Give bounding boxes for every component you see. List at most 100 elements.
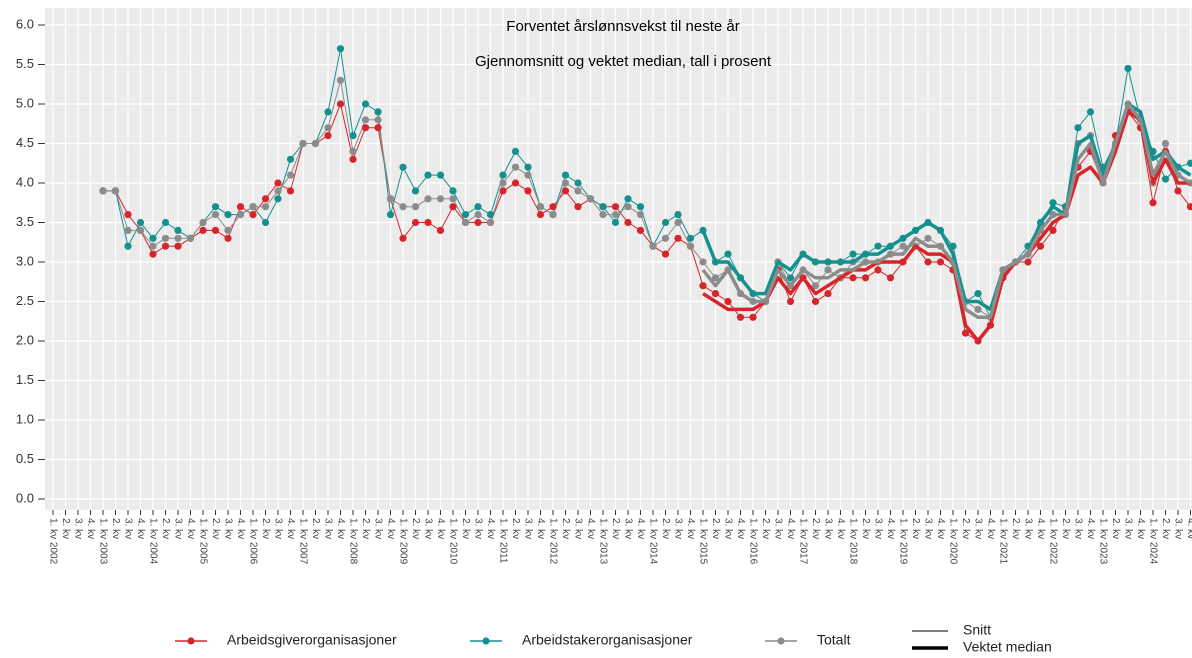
point [424,171,432,179]
point [599,211,607,219]
point [261,218,270,227]
x-tick-label: 4. kv [785,518,796,539]
x-tick-label: 4. kv [485,518,496,539]
point [324,132,332,140]
point [474,203,482,211]
y-tick-label: 6.0 [16,16,34,31]
x-tick-label: 4. kv [185,518,196,539]
x-tick-label: 2. kv [910,518,921,539]
point [249,211,257,219]
y-tick-label: 0.5 [16,451,34,466]
point [511,163,520,171]
point [861,274,870,282]
x-tick-label: 2. kv [1060,518,1071,539]
y-tick-label: 5.0 [16,95,34,110]
x-tick-label: 1. kv 2018 [847,518,858,565]
x-tick-label: 1. kv 2016 [747,518,758,565]
point [1036,242,1045,250]
point [674,211,682,219]
x-tick-label: 4. kv [1035,518,1046,539]
y-tick-label: 3.5 [16,214,34,229]
x-tick-label: 3. kv [522,518,533,539]
x-tick-label: 1. kv 2010 [447,518,458,565]
point [174,242,182,250]
point [124,226,132,234]
point [711,274,720,282]
point [624,203,632,211]
point [349,155,357,163]
x-tick-label: 4. kv [335,518,346,539]
point [724,297,732,306]
point [449,187,457,195]
x-tick-label: 2. kv [610,518,621,539]
legend-label: Arbeidsgiverorganisasjoner [227,632,397,648]
x-tick-label: 3. kv [1122,518,1133,539]
point [524,163,532,171]
x-tick-label: 4. kv [135,518,146,539]
x-tick-label: 3. kv [272,518,283,539]
point [611,211,620,219]
x-tick-label: 4. kv [885,518,896,539]
point [699,258,707,266]
point [274,187,282,195]
point [674,218,682,227]
point [711,290,720,298]
x-tick-label: 3. kv [172,518,183,539]
point [1086,108,1095,116]
point [661,250,670,258]
point [661,234,670,242]
point [1186,159,1192,167]
point [611,203,620,211]
point [899,242,907,250]
point [336,100,345,108]
point [499,171,507,179]
point [736,313,745,321]
x-tick-label: 1. kv 2021 [997,518,1008,565]
x-tick-label: 4. kv [235,518,246,539]
point [149,242,157,250]
point [136,226,145,234]
point [261,203,270,211]
x-tick-label: 3. kv [322,518,333,539]
legend-label: Arbeidstakerorganisasjoner [522,632,693,648]
x-tick-label: 1. kv 2019 [897,518,908,565]
point [336,45,345,53]
x-tick-label: 2. kv [1160,518,1171,539]
point [386,195,395,203]
point [474,211,482,219]
point [149,250,157,258]
point [286,155,295,163]
point [211,226,220,234]
y-tick-label: 4.0 [16,174,34,189]
point [399,163,407,171]
point [1161,139,1170,148]
point [811,297,820,306]
point [1186,203,1192,211]
x-tick-label: 3. kv [772,518,783,539]
point [536,211,545,219]
point [211,211,220,219]
x-tick-label: 2. kv [460,518,471,539]
point [561,171,570,179]
legend-label: Snitt [963,622,991,638]
x-tick-label: 2. kv [1010,518,1021,539]
x-tick-label: 3. kv [722,518,733,539]
point [436,195,445,203]
point [786,297,795,306]
y-tick-label: 0.0 [16,490,34,505]
point [686,242,695,250]
x-tick-label: 1. kv 2017 [797,518,808,565]
x-tick-label: 3. kv [922,518,933,539]
y-tick-label: 3.0 [16,253,34,268]
x-tick-label: 2. kv [360,518,371,539]
point [511,179,520,187]
x-tick-label: 1. kv 2015 [697,518,708,565]
point [511,147,520,155]
point [561,187,570,195]
point [561,179,570,187]
y-tick-label: 1.5 [16,372,34,387]
x-tick-label: 2. kv [510,518,521,539]
point [1124,64,1132,73]
point [586,195,595,203]
